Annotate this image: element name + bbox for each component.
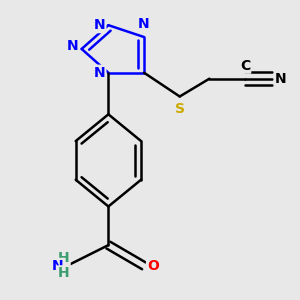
Text: S: S <box>175 102 185 116</box>
Text: N: N <box>67 39 79 53</box>
Text: O: O <box>147 259 159 273</box>
Text: N: N <box>94 66 105 80</box>
Text: N: N <box>52 259 64 273</box>
Text: N: N <box>138 17 150 31</box>
Text: N: N <box>94 18 105 32</box>
Text: H: H <box>58 266 70 280</box>
Text: N: N <box>275 72 286 86</box>
Text: H: H <box>58 251 70 266</box>
Text: C: C <box>240 59 250 73</box>
